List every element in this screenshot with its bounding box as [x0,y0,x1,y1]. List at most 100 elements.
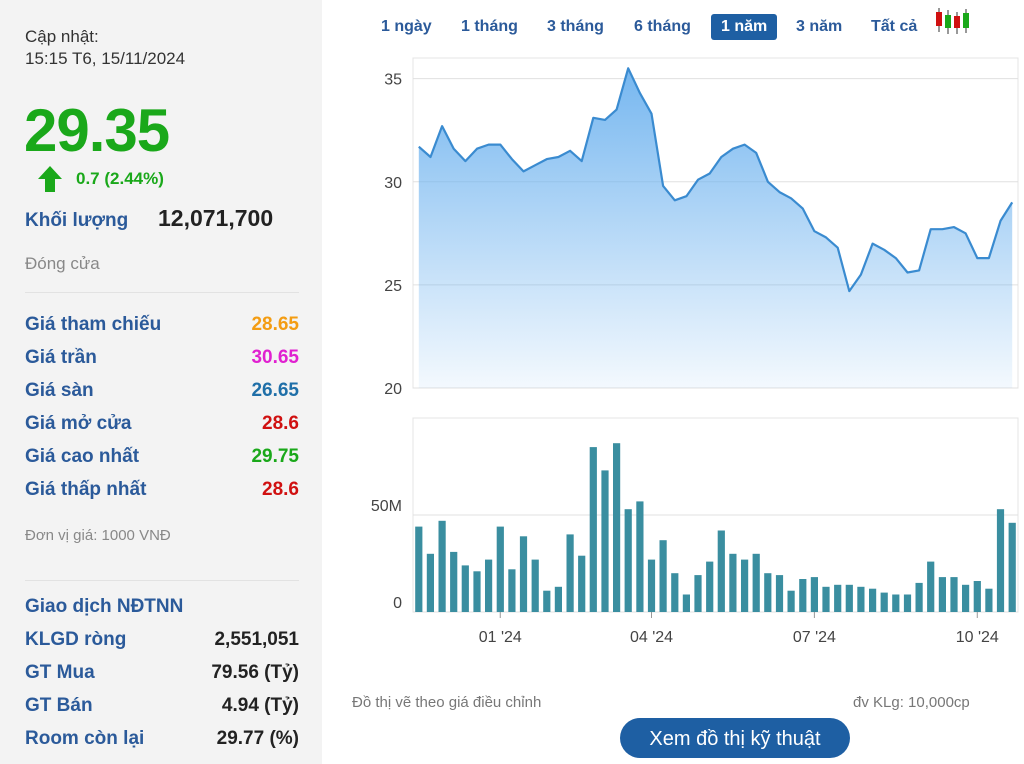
volume-bar [473,571,481,612]
volume-bar [624,509,632,612]
volume-label: Khối lượng [25,210,129,231]
volume-bar [869,588,877,612]
price-row-reference: Giá tham chiếu 28.65 [25,314,299,335]
price-y-tick-label: 25 [384,278,402,295]
volume-bar [810,577,818,612]
tab-3-months[interactable]: 3 tháng [547,18,604,35]
volume-bar [741,559,749,612]
x-tick-label: 01 '24 [479,629,522,646]
foreign-row-sell: GT Bán 4.94 (Tỷ) [25,695,299,716]
tab-all[interactable]: Tất cả [871,18,918,35]
volume-bar [566,534,574,612]
update-time: Cập nhật: 15:15 T6, 15/11/2024 [25,26,185,70]
volume-y-tick-label: 0 [393,595,402,612]
price-y-tick-label: 35 [384,72,402,89]
technical-chart-button[interactable]: Xem đồ thị kỹ thuật [620,718,850,758]
price-row-value: 30.65 [251,347,299,368]
volume-bar [903,594,912,612]
foreign-row-net: KLGD ròng 2,551,051 [25,629,299,650]
volume-bar [659,540,667,612]
price-row-value: 28.65 [251,314,299,335]
volume-bar [857,586,865,612]
adjusted-price-note: Đồ thị vẽ theo giá điều chỉnh [352,694,542,711]
price-line [418,67,1014,293]
volume-bar [647,559,656,612]
volume-bar [985,588,993,612]
price-row-value: 29.75 [251,446,299,467]
price-row-value: 26.65 [251,380,299,401]
price-change: 0.7 (2.44%) [38,166,164,192]
volume-bar [485,559,493,612]
x-tick-label: 07 '24 [793,629,836,646]
volume-bar [950,577,958,612]
price-change-value: 0.7 (2.44%) [76,169,164,188]
volume-bar [694,575,702,612]
volume-bar [706,561,714,612]
unit-note: Đơn vị giá: 1000 VNĐ [25,527,171,544]
volume-bar [927,561,935,612]
volume-bar [996,509,1005,612]
tab-3-years[interactable]: 3 năm [796,18,843,35]
price-row-high: Giá cao nhất 29.75 [25,446,299,467]
x-tick-label: 10 '24 [956,629,999,646]
price-y-tick-label: 20 [384,381,402,398]
volume-bar [1008,522,1016,612]
price-row-value: 28.6 [262,413,299,434]
volume-bar [775,575,784,612]
arrow-up-icon [38,166,62,192]
price-row-open: Giá mở cửa 28.6 [25,413,299,434]
volume-bar [496,526,504,612]
volume-bar [915,582,923,612]
x-tick-label: 04 '24 [630,629,673,646]
volume-bar [519,536,528,612]
tab-1-year[interactable]: 1 năm [711,14,778,40]
volume-bar [589,447,597,612]
summary-panel: Cập nhật: 15:15 T6, 15/11/2024 29.35 0.7… [0,0,322,764]
volume-bar [729,553,737,612]
update-label: Cập nhật: [25,27,99,46]
volume-bar [601,470,609,612]
volume-bar [892,594,900,612]
foreign-title: Giao dịch NĐTNN [25,596,184,617]
market-status: Đóng cửa [25,254,100,273]
price-y-tick-label: 30 [384,175,402,192]
volume-bar [671,573,679,612]
tab-6-months[interactable]: 6 tháng [634,18,691,35]
volume-bar [973,581,981,612]
volume-bar [787,590,795,612]
volume-bar [764,573,772,612]
volume-bar [554,586,562,612]
volume-bar [834,584,842,612]
volume-bar [426,553,434,612]
volume-bar [682,594,690,612]
tab-1-month[interactable]: 1 tháng [461,18,518,35]
volume-bar [636,501,644,612]
foreign-row-room: Room còn lại 29.77 (%) [25,728,299,749]
volume-bar [543,590,551,612]
volume-bar [752,553,760,612]
volume-bar [508,569,516,612]
volume-bar [938,577,946,612]
volume-bar [845,584,853,612]
candlestick-chart-icon[interactable] [935,6,971,36]
price-row-floor: Giá sàn 26.65 [25,380,299,401]
volume-bar [415,526,423,612]
volume-bar [880,592,888,612]
volume-bar [613,443,621,612]
volume-bar [822,586,830,612]
foreign-row-buy: GT Mua 79.56 (Tỷ) [25,662,299,683]
current-price: 29.35 [24,97,170,164]
price-area-fill [418,68,1013,389]
volume-bar [438,520,446,612]
volume-bar [962,584,970,612]
volume-bar [461,565,469,612]
price-row-value: 28.6 [262,479,299,500]
divider [25,292,299,293]
volume-bar [531,559,539,612]
divider [25,580,299,581]
tab-1-day[interactable]: 1 ngày [381,18,432,35]
price-row-ceiling: Giá trần 30.65 [25,347,299,368]
volume-bar [578,555,586,612]
volume-bar [799,579,807,612]
update-value: 15:15 T6, 15/11/2024 [25,49,186,68]
